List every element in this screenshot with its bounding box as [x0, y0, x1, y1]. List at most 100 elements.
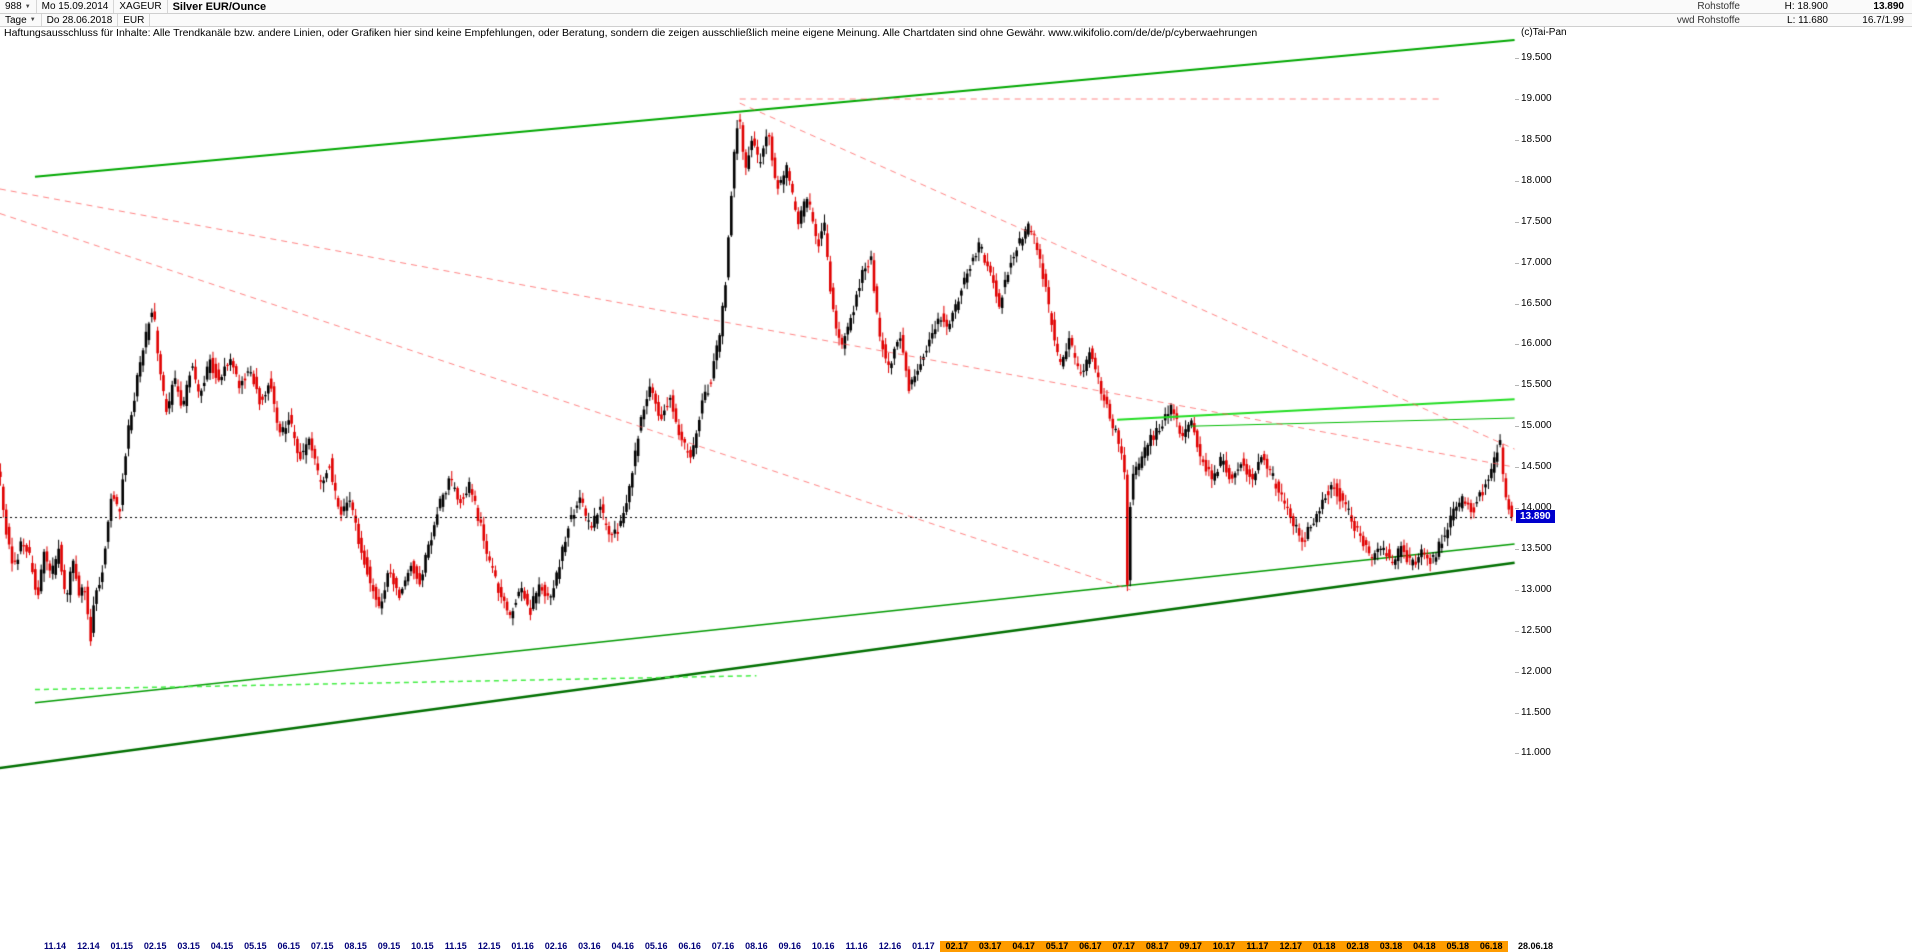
price-tick-mark — [1515, 139, 1519, 141]
price-tick-label: 11.000 — [1521, 747, 1551, 759]
last-price-value: 13.890 — [1873, 1, 1904, 12]
date-tick-label: 04.16 — [611, 941, 635, 951]
chart-title: Silver EUR/Ounce — [172, 0, 267, 13]
timeframe-value: Tage — [5, 14, 27, 26]
price-tick-mark — [1515, 385, 1519, 387]
date-tick-label: 08.17 — [1140, 941, 1175, 952]
date-tick-label: 06.17 — [1073, 941, 1108, 952]
date-tick-label: 12.14 — [77, 941, 100, 951]
date-tick-label: 06.15 — [277, 941, 301, 951]
price-tick-label: 15.000 — [1521, 420, 1552, 432]
date-tick-label: 01.18 — [1307, 941, 1342, 952]
price-tick-mark — [1515, 712, 1519, 714]
date-tick-label: 01.17 — [912, 941, 935, 951]
price-tick-label: 12.500 — [1521, 624, 1552, 636]
date-tick-label: 07.17 — [1106, 941, 1141, 952]
date-tick-label: 10.16 — [811, 941, 835, 951]
price-tick-label: 13.000 — [1521, 583, 1552, 595]
symbol-label: XAGEUR — [114, 0, 168, 13]
date-tick-label: 12.16 — [878, 941, 902, 951]
price-tick-label: 17.000 — [1521, 256, 1552, 268]
low-value: L: 11.680 — [1787, 14, 1828, 26]
date-tick-label: 11.17 — [1240, 941, 1275, 952]
price-tick-mark — [1515, 548, 1519, 550]
date-tick-label: 07.15 — [310, 941, 334, 951]
current-price-marker: 13.890 — [1516, 510, 1555, 523]
feed-label: vwd Rohstoffe — [1676, 14, 1740, 26]
date-tick-label: 11.15 — [444, 941, 467, 951]
price-tick-label: 12.000 — [1521, 665, 1552, 677]
date-tick-label: 02.16 — [544, 941, 568, 951]
date-tick-label: 11.14 — [43, 941, 67, 951]
date-tick-label: 04.15 — [210, 941, 234, 951]
date-tick-label: 11.16 — [845, 941, 868, 951]
date-tick-label: 03.16 — [578, 941, 601, 951]
date-tick-label: 08.16 — [745, 941, 768, 951]
price-tick-label: 17.500 — [1521, 215, 1552, 227]
price-tick-label: 19.000 — [1521, 93, 1552, 104]
start-date-field[interactable]: Mo 15.09.2014 — [37, 0, 115, 13]
category-label: Rohstoffe — [1697, 1, 1740, 12]
price-tick-label: 16.500 — [1521, 297, 1552, 309]
date-tick-label: 06.16 — [678, 941, 701, 951]
date-tick-label: 03.18 — [1374, 941, 1408, 952]
date-tick-label: 01.15 — [110, 941, 134, 951]
date-tick-label: 06.18 — [1474, 941, 1509, 952]
header-row-2: Tage ▼ Do 28.06.2018 EUR vwd Rohstoffe L… — [0, 14, 1912, 27]
date-tick-label: 09.16 — [778, 941, 802, 951]
price-tick-label: 13.500 — [1521, 542, 1552, 554]
bars-count-dropdown[interactable]: 988 ▼ — [0, 0, 37, 13]
copyright-label: (c)Tai-Pan — [1521, 27, 1567, 38]
price-tick-mark — [1515, 467, 1519, 469]
date-tick-label: 12.17 — [1273, 941, 1308, 952]
price-tick-mark — [1515, 426, 1519, 428]
price-tick-label: 19.500 — [1521, 52, 1552, 64]
high-value: H: 18.900 — [1784, 1, 1828, 12]
price-tick-label: 11.500 — [1521, 706, 1551, 718]
price-tick-label: 18.500 — [1521, 133, 1552, 145]
header-row-1: 988 ▼ Mo 15.09.2014 XAGEUR Silver EUR/Ou… — [0, 0, 1912, 14]
date-tick-label: 10.17 — [1207, 941, 1241, 952]
price-tick-label: 14.000 — [1521, 502, 1552, 513]
price-tick-mark — [1515, 221, 1519, 223]
price-tick-label: 18.000 — [1521, 174, 1552, 186]
date-tick-label: 01.16 — [511, 941, 534, 951]
date-tick-label: 02.15 — [143, 941, 167, 951]
date-tick-label: 05.18 — [1440, 941, 1475, 952]
price-tick-mark — [1515, 180, 1519, 182]
date-tick-label: 03.15 — [177, 941, 200, 951]
price-tick-mark — [1515, 630, 1519, 632]
currency-label: EUR — [118, 14, 151, 26]
disclaimer-text: Haftungsausschluss für Inhalte: Alle Tre… — [4, 27, 1258, 39]
date-tick-label: 05.16 — [644, 941, 668, 951]
misc-quote-value: 16.7/1.99 — [1862, 14, 1904, 26]
timeframe-dropdown[interactable]: Tage ▼ — [0, 14, 42, 26]
price-tick-label: 15.500 — [1521, 379, 1552, 391]
date-tick-label: 08.15 — [344, 941, 367, 951]
date-tick-label: 04.17 — [1006, 941, 1041, 952]
price-tick-mark — [1515, 753, 1519, 755]
price-tick-label: 14.500 — [1521, 461, 1552, 473]
chart-region: 19.500 19.000 18.500 18.000 17.500 17.000 16.5… — [0, 38, 1912, 952]
date-tick-label: 07.16 — [711, 941, 735, 951]
date-tick-label: 09.15 — [377, 941, 401, 951]
date-tick-label: 10.15 — [411, 941, 434, 951]
date-tick-label: 12.15 — [477, 941, 501, 951]
date-tick-label: 04.18 — [1407, 941, 1442, 952]
date-tick-label: 02.17 — [939, 941, 974, 952]
price-chart-canvas[interactable] — [0, 38, 1520, 940]
price-tick-label: 16.000 — [1521, 338, 1552, 350]
date-tick-label: 03.17 — [973, 941, 1008, 952]
end-date-label: 28.06.18 — [1518, 941, 1554, 951]
price-tick-mark — [1515, 589, 1519, 591]
price-tick-mark — [1515, 671, 1519, 673]
date-tick-label: 02.18 — [1340, 941, 1375, 952]
end-date-field[interactable]: Do 28.06.2018 — [42, 14, 119, 26]
price-tick-mark — [1515, 303, 1519, 305]
date-tick-label: 05.17 — [1040, 941, 1074, 952]
price-tick-mark — [1515, 99, 1519, 100]
price-tick-mark — [1515, 508, 1519, 509]
date-tick-label: 05.15 — [244, 941, 267, 951]
date-tick-label: 09.17 — [1173, 941, 1208, 952]
bars-count-value: 988 — [5, 1, 22, 12]
